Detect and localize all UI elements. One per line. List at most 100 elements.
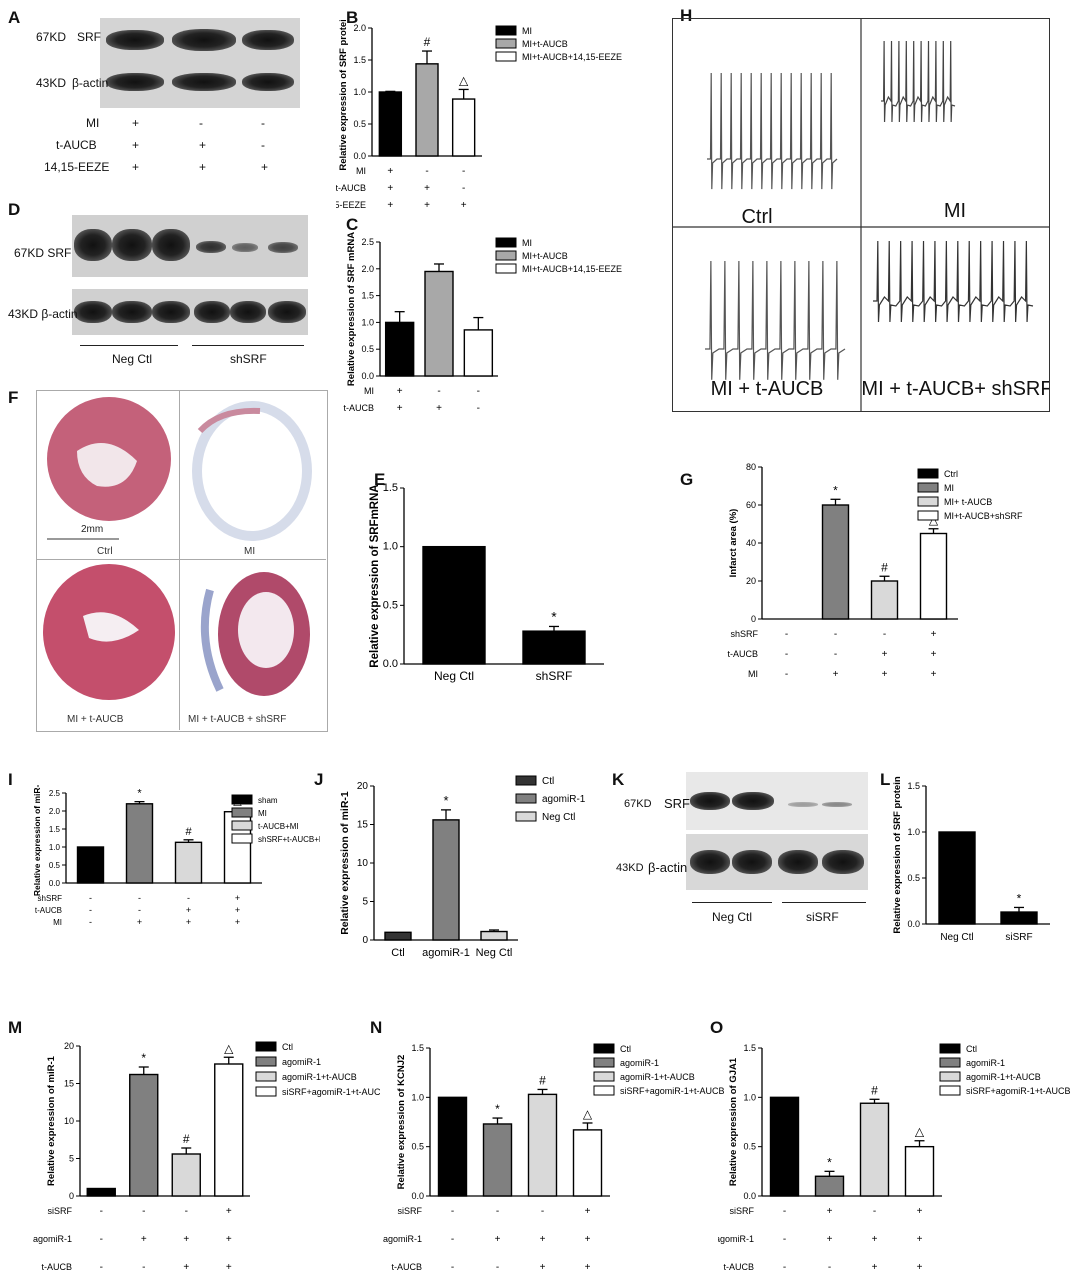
legend-swatch [231,807,253,818]
condition-sign: + [235,917,240,927]
blot-row-label: 43KD β-actin [8,307,78,321]
condition-label: t-AUCB [391,1262,422,1272]
y-tick-label: 1.5 [907,781,920,791]
condition-label: t-AUCB [41,1262,72,1272]
significance-mark: # [881,560,888,574]
band [788,802,818,807]
significance-mark: △ [224,1041,234,1055]
condition-label: agomiR-1 [383,1234,422,1244]
condition-sign: - [785,649,788,660]
significance-mark: * [833,483,838,497]
condition-sign: - [451,1234,454,1245]
protein-label: SRF [664,796,690,811]
band [268,242,298,253]
chart-j: 0 5 10 15 20 Relative expression of miR-1 Ctl *… [339,775,586,959]
condition-sign: + [495,1234,501,1245]
band [152,301,190,323]
legend-swatch [495,250,517,261]
legend-swatch [515,811,537,822]
y-axis-label: Relative expression of miR-1 [339,791,351,935]
legend-swatch [515,775,537,786]
section-label: Ctrl [97,546,113,557]
band [822,850,864,874]
condition-sign: - [462,166,465,177]
scale-label: 2mm [81,524,103,535]
legend-swatch [495,38,517,49]
y-tick-label: 0.0 [411,1191,424,1201]
x-tick-label: Neg Ctl [476,947,513,959]
bar [769,1096,800,1197]
kd-label: 43KD [36,76,67,90]
kd-label: 67KD [36,30,67,44]
condition-sign: - [828,1262,831,1273]
bar [859,1102,890,1197]
y-tick-label: 1.0 [361,317,374,327]
y-axis-label: Infarct area (%) [728,509,739,578]
legend-label: t-AUCB+MI [258,822,299,831]
legend-label: Ctl [542,776,554,787]
y-tick-label: 0.5 [411,1142,424,1152]
section-image: 2mm Ctrl [47,397,171,557]
panel-label-e: E [374,470,386,489]
condition-label: MI [86,116,100,130]
band [242,73,294,91]
y-axis-label: Relative expression of SRFmRNA [369,484,381,667]
legend-label: MI+t-AUCB [522,251,568,261]
y-tick-label: 0.5 [743,1142,756,1152]
band [194,301,230,323]
y-tick-label: 0.0 [383,658,398,670]
band [172,73,236,91]
condition-sign: + [872,1262,878,1273]
x-tick-label: Neg Ctl [434,669,474,683]
group-label: Neg Ctl [712,910,753,924]
band [242,30,294,50]
heart-section-mi: MI [180,391,326,560]
y-tick-label: 0.5 [383,599,398,611]
legend-label: Ctl [966,1044,977,1054]
panel-label-f: F [8,388,19,407]
panel-f-histology: 2mm Ctrl MI MI + t-AUCB MI + t-AUCB + sh… [36,390,328,732]
condition-label: t-AUCB [727,649,758,659]
sign: + [132,116,140,130]
y-tick-label: 80 [746,462,756,472]
y-tick-label: 1.0 [383,541,398,553]
bar [378,91,403,157]
bar [214,1063,244,1197]
panel-label-c: C [346,215,359,234]
x-tick-label: Ctl [391,947,404,959]
condition-label: siSRF [398,1206,423,1216]
bar [451,98,476,157]
condition-label: agomiR-1 [718,1234,754,1244]
band [74,301,112,323]
chart-b: 0.0 0.5 1.0 1.5 2.0 Relative expression of SR… [336,20,622,210]
y-tick-label: 1.5 [49,825,61,834]
legend-swatch [255,1086,277,1097]
band [732,850,772,874]
x-tick-label: shSRF [536,669,573,683]
legend-swatch [593,1085,615,1096]
y-tick-label: 20 [357,781,369,792]
sign: + [199,138,207,152]
sign: + [132,160,140,174]
ecg-line [707,72,838,190]
legend-swatch [495,263,517,274]
condition-label: shSRF [38,894,63,903]
section-image: MI + t-AUCB [43,564,175,725]
condition-sign: - [138,905,141,915]
band [172,29,236,51]
condition-sign: + [833,669,839,680]
band [106,30,164,50]
y-tick-label: 20 [64,1041,74,1051]
legend-label: Ctl [620,1044,631,1054]
significance-mark: # [183,1132,190,1146]
heart-section-ctrl: 2mm Ctrl [37,391,180,560]
section-image: MI + t-AUCB + shSRF [188,572,310,725]
legend-label: agomiR-1+t-AUCB [620,1072,695,1082]
y-tick-label: 0 [69,1191,74,1201]
chart-n: 0.0 0.5 1.0 1.5 Relative expression of KCNJ2… [383,1043,725,1273]
y-tick-label: 1.5 [411,1043,424,1053]
condition-sign: + [461,200,467,210]
condition-sign: + [235,905,240,915]
band [778,850,818,874]
ecg-line [705,260,846,380]
